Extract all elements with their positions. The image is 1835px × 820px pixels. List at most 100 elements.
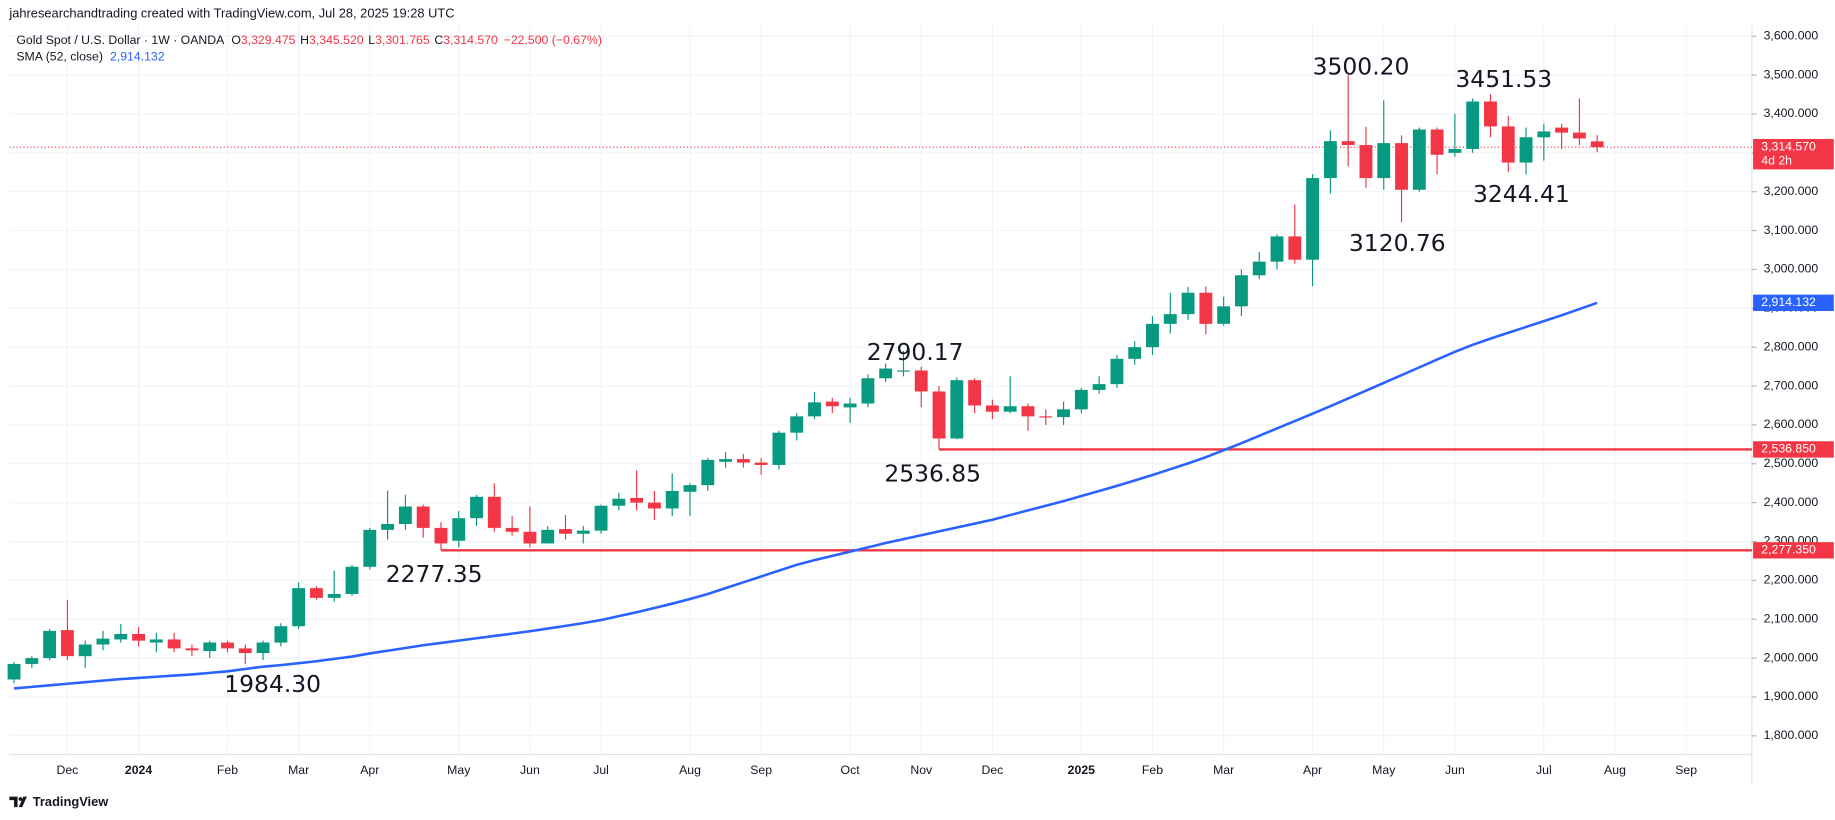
annotation: 3451.53 [1455, 65, 1552, 93]
x-tick-label: Jun [1445, 763, 1465, 777]
candle-body [345, 566, 359, 594]
candle-body [1199, 292, 1213, 324]
y-tick-label: 2,500.000 [1764, 456, 1819, 470]
y-tick-label: 2,700.000 [1764, 378, 1819, 392]
candle-body [1181, 292, 1195, 315]
candle-body [1003, 406, 1017, 412]
x-tick-label: May [447, 763, 471, 777]
x-tick-label: Apr [360, 763, 379, 777]
legend-text: H [300, 33, 309, 47]
candle-body [221, 642, 234, 649]
x-tick-label: Jul [593, 763, 609, 777]
candle-body [968, 380, 982, 406]
candle-body [1377, 143, 1391, 179]
candle-body [701, 459, 715, 486]
candle-body [843, 403, 857, 408]
legend-sma: SMA (52, close) 2,914.132 [16, 50, 164, 64]
price-badge-label: 2,536.850 [1761, 442, 1816, 456]
candle-body [985, 405, 999, 412]
candle-body [132, 634, 145, 641]
candle-body [185, 648, 199, 651]
x-tick-label: Aug [679, 763, 701, 777]
candle-body [630, 497, 644, 503]
candle-body [736, 459, 750, 463]
candle-body [1484, 101, 1497, 127]
candle-body [1430, 129, 1444, 155]
x-tick-label: Dec [56, 763, 78, 777]
y-tick-label: 3,600.000 [1764, 28, 1819, 42]
y-tick-label: 2,200.000 [1764, 573, 1819, 587]
candle-body [114, 634, 128, 640]
candle-body [363, 529, 377, 567]
candle-body [594, 505, 608, 531]
candle-body [7, 663, 21, 680]
legend-text: 3,314.570 [443, 33, 498, 47]
y-tick-label: 3,000.000 [1764, 262, 1819, 276]
candle-body [327, 593, 341, 598]
y-tick-label: 2,600.000 [1764, 417, 1819, 431]
footer-logo: TradingView [9, 794, 109, 809]
candle-body [1234, 275, 1248, 307]
y-tick-label: 3,500.000 [1764, 67, 1819, 81]
candle-body [1057, 409, 1070, 418]
candle-body [78, 644, 92, 657]
logo-dot [18, 797, 23, 801]
x-tick-label: May [1372, 763, 1396, 777]
candle-body [950, 380, 964, 439]
y-tick-label: 2,400.000 [1764, 495, 1819, 509]
logo-mark [9, 796, 27, 808]
candle-body [256, 642, 270, 654]
y-tick-label: 1,800.000 [1764, 728, 1819, 742]
candle-body [167, 639, 181, 649]
candle-body [932, 391, 946, 439]
candle-body [576, 530, 590, 534]
x-tick-label: 2025 [1068, 763, 1095, 777]
candle-body [434, 527, 448, 544]
x-tick-label: Sep [1675, 763, 1697, 777]
x-tick-label: 2024 [125, 763, 152, 777]
candle-body [861, 378, 875, 404]
candle-body [203, 642, 217, 652]
candle-body [825, 401, 839, 407]
candle-body [1555, 127, 1569, 133]
candle-body [523, 531, 537, 544]
price-badge-label: 3,314.570 [1761, 139, 1816, 153]
x-tick-label: Oct [841, 763, 861, 777]
candle-body [398, 506, 412, 525]
candle-body [790, 416, 804, 433]
price-badge-countdown: 4d 2h [1761, 153, 1792, 167]
candle-body [274, 626, 288, 643]
candle-body [416, 506, 430, 528]
candle-body [1501, 126, 1515, 163]
candle-body [647, 502, 661, 509]
sma-line [13, 301, 1598, 690]
y-tick-label: 1,900.000 [1764, 689, 1819, 703]
candle-body [559, 529, 572, 534]
annotation: 3120.76 [1349, 229, 1446, 257]
candle-body [1128, 347, 1142, 359]
annotation: 2790.17 [867, 338, 964, 366]
candle-body [1395, 143, 1408, 190]
candle-body [149, 639, 163, 643]
candle-body [1448, 148, 1462, 153]
candle-body [1110, 358, 1124, 385]
candle-body [1537, 131, 1551, 138]
price-badge-label: 2,914.132 [1761, 295, 1816, 309]
annotation: 2277.35 [386, 560, 483, 588]
x-tick-label: Feb [217, 763, 238, 777]
candle-body [1323, 141, 1337, 179]
price-badge-label: 2,277.350 [1761, 543, 1816, 557]
candle-body [772, 432, 786, 465]
candle-body [914, 370, 928, 392]
candle-body [1146, 323, 1159, 348]
price-badge [1753, 542, 1834, 559]
x-tick-label: Feb [1142, 763, 1163, 777]
annotation: 2536.85 [884, 459, 981, 487]
annotation: 1984.30 [224, 670, 321, 698]
candle-body [238, 648, 252, 654]
candle-body [1288, 236, 1302, 260]
y-tick-label: 3,200.000 [1764, 184, 1819, 198]
